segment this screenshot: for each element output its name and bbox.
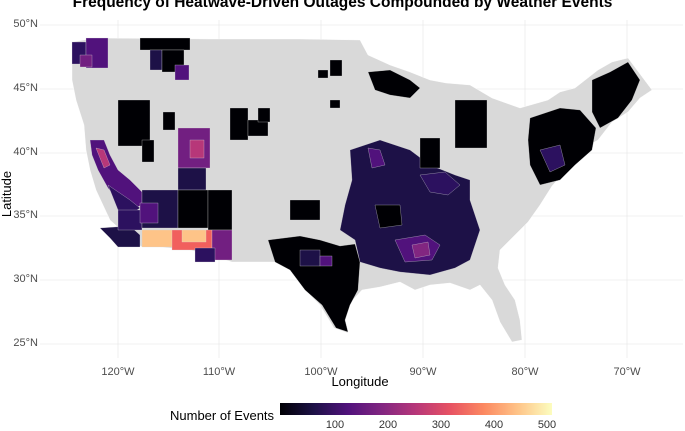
- oregon-idaho-counties: [117, 99, 271, 163]
- legend-tick-200: 200: [378, 419, 398, 431]
- x-axis-label: Longitude: [331, 374, 389, 389]
- southwest-counties: [139, 127, 233, 263]
- upper-midwest-counties: [317, 59, 488, 169]
- legend-colorbar: [280, 403, 552, 415]
- y-tick-50: 50°N: [13, 18, 38, 30]
- legend-tick-100: 100: [325, 419, 345, 431]
- northwest-counties: [71, 37, 191, 81]
- x-tick-80: 80°W: [511, 366, 539, 378]
- legend-tick-500: 500: [537, 419, 557, 431]
- legend-title: Number of Events: [170, 408, 275, 423]
- x-tick-90: 90°W: [409, 366, 437, 378]
- x-tick-120: 120°W: [101, 366, 135, 378]
- northeast-counties: [527, 61, 641, 186]
- south-central-counties: [267, 199, 361, 333]
- x-tick-70: 70°W: [613, 366, 641, 378]
- y-tick-45: 45°N: [13, 82, 38, 94]
- legend-tick-300: 300: [431, 419, 451, 431]
- y-tick-30: 30°N: [13, 273, 38, 285]
- california-counties: [89, 139, 179, 248]
- y-tick-25: 25°N: [13, 337, 38, 349]
- y-tick-35: 35°N: [13, 209, 38, 221]
- x-tick-110: 110°W: [202, 366, 236, 378]
- y-axis-label: Latitude: [0, 170, 14, 218]
- chart-title: Frequency of Heatwave-Driven Outages Com…: [72, 0, 613, 11]
- y-tick-40: 40°N: [13, 146, 38, 158]
- legend-tick-400: 400: [484, 419, 504, 431]
- central-east-counties: [339, 139, 481, 276]
- x-tick-100: 100°W: [304, 366, 338, 378]
